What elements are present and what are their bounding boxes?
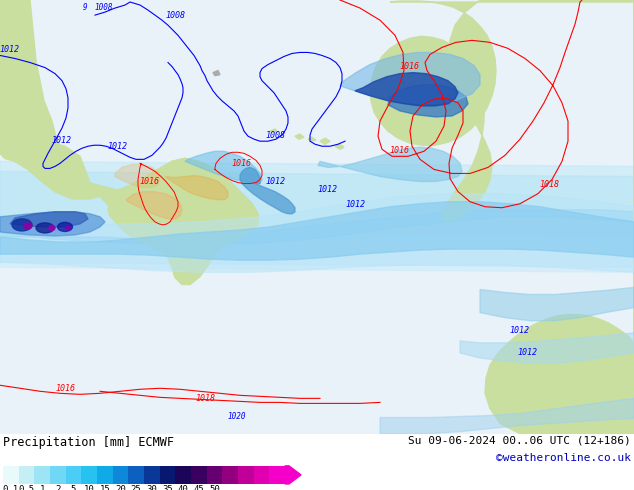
Polygon shape bbox=[0, 0, 258, 284]
Text: Su 09-06-2024 00..06 UTC (12+186): Su 09-06-2024 00..06 UTC (12+186) bbox=[408, 436, 631, 446]
Bar bbox=[223, 466, 238, 484]
Text: 15: 15 bbox=[100, 485, 110, 490]
Polygon shape bbox=[10, 212, 88, 227]
Text: 1008: 1008 bbox=[265, 131, 285, 140]
Text: 35: 35 bbox=[162, 485, 173, 490]
Text: 1018: 1018 bbox=[195, 394, 215, 403]
Polygon shape bbox=[318, 147, 462, 181]
Text: ©weatheronline.co.uk: ©weatheronline.co.uk bbox=[496, 453, 631, 463]
Text: 1012: 1012 bbox=[318, 185, 338, 194]
FancyArrow shape bbox=[285, 466, 301, 484]
Text: 0.5: 0.5 bbox=[18, 485, 35, 490]
Bar bbox=[50, 466, 66, 484]
Text: 1016: 1016 bbox=[232, 159, 252, 169]
Bar bbox=[269, 466, 285, 484]
Bar bbox=[176, 466, 191, 484]
Text: 10: 10 bbox=[84, 485, 94, 490]
Text: 0.1: 0.1 bbox=[3, 485, 19, 490]
Polygon shape bbox=[370, 0, 634, 434]
Bar bbox=[238, 466, 254, 484]
Bar bbox=[3, 466, 19, 484]
Ellipse shape bbox=[24, 223, 32, 229]
Bar bbox=[160, 466, 176, 484]
Text: 1016: 1016 bbox=[390, 147, 410, 155]
Text: 1012: 1012 bbox=[518, 348, 538, 357]
Polygon shape bbox=[480, 288, 634, 320]
Polygon shape bbox=[320, 138, 330, 144]
Text: 1012: 1012 bbox=[0, 46, 20, 54]
Polygon shape bbox=[355, 73, 458, 106]
Text: 1012: 1012 bbox=[52, 136, 72, 145]
Polygon shape bbox=[115, 164, 160, 188]
Polygon shape bbox=[126, 192, 182, 219]
Text: 5: 5 bbox=[71, 485, 76, 490]
Text: 50: 50 bbox=[209, 485, 220, 490]
Polygon shape bbox=[0, 210, 634, 244]
Polygon shape bbox=[308, 137, 316, 141]
Bar bbox=[81, 466, 98, 484]
Polygon shape bbox=[0, 212, 105, 236]
Bar bbox=[97, 466, 113, 484]
Text: 1008: 1008 bbox=[95, 3, 113, 12]
Ellipse shape bbox=[12, 219, 32, 231]
Text: 9: 9 bbox=[83, 3, 87, 12]
Text: 25: 25 bbox=[131, 485, 141, 490]
Bar bbox=[207, 466, 223, 484]
Text: 1018: 1018 bbox=[540, 179, 560, 189]
Polygon shape bbox=[165, 175, 228, 200]
Text: 1012: 1012 bbox=[345, 200, 365, 209]
Polygon shape bbox=[460, 333, 634, 363]
Polygon shape bbox=[270, 129, 278, 133]
Ellipse shape bbox=[65, 226, 70, 230]
Text: Precipitation [mm] ECMWF: Precipitation [mm] ECMWF bbox=[3, 436, 174, 449]
Polygon shape bbox=[240, 168, 295, 214]
Ellipse shape bbox=[36, 223, 54, 233]
Text: 1020: 1020 bbox=[228, 412, 247, 420]
Text: 2: 2 bbox=[55, 485, 60, 490]
Ellipse shape bbox=[58, 222, 72, 231]
Text: 1016: 1016 bbox=[400, 62, 420, 71]
Polygon shape bbox=[185, 151, 262, 184]
Polygon shape bbox=[335, 144, 344, 149]
Bar bbox=[34, 466, 51, 484]
Text: 45: 45 bbox=[193, 485, 204, 490]
Polygon shape bbox=[0, 0, 634, 434]
Bar bbox=[66, 466, 82, 484]
Text: 1008: 1008 bbox=[165, 11, 185, 20]
Polygon shape bbox=[0, 0, 258, 284]
Polygon shape bbox=[340, 52, 480, 104]
Bar bbox=[18, 466, 35, 484]
Text: 1012: 1012 bbox=[108, 142, 128, 151]
Bar bbox=[254, 466, 270, 484]
Polygon shape bbox=[485, 315, 634, 434]
Text: 1016: 1016 bbox=[140, 176, 160, 186]
Bar bbox=[128, 466, 145, 484]
Text: 20: 20 bbox=[115, 485, 126, 490]
Polygon shape bbox=[0, 161, 634, 267]
Polygon shape bbox=[0, 194, 634, 272]
Polygon shape bbox=[213, 71, 220, 75]
Polygon shape bbox=[388, 85, 468, 117]
Polygon shape bbox=[380, 398, 634, 434]
Polygon shape bbox=[295, 134, 304, 139]
Ellipse shape bbox=[49, 225, 55, 230]
Text: 1016: 1016 bbox=[55, 384, 75, 393]
Polygon shape bbox=[0, 202, 634, 260]
Bar bbox=[113, 466, 129, 484]
Bar bbox=[144, 466, 160, 484]
Text: 40: 40 bbox=[178, 485, 188, 490]
Text: 1012: 1012 bbox=[510, 326, 530, 335]
Text: 30: 30 bbox=[146, 485, 157, 490]
Text: 1012: 1012 bbox=[265, 176, 285, 186]
Text: 1: 1 bbox=[39, 485, 45, 490]
Bar bbox=[191, 466, 207, 484]
